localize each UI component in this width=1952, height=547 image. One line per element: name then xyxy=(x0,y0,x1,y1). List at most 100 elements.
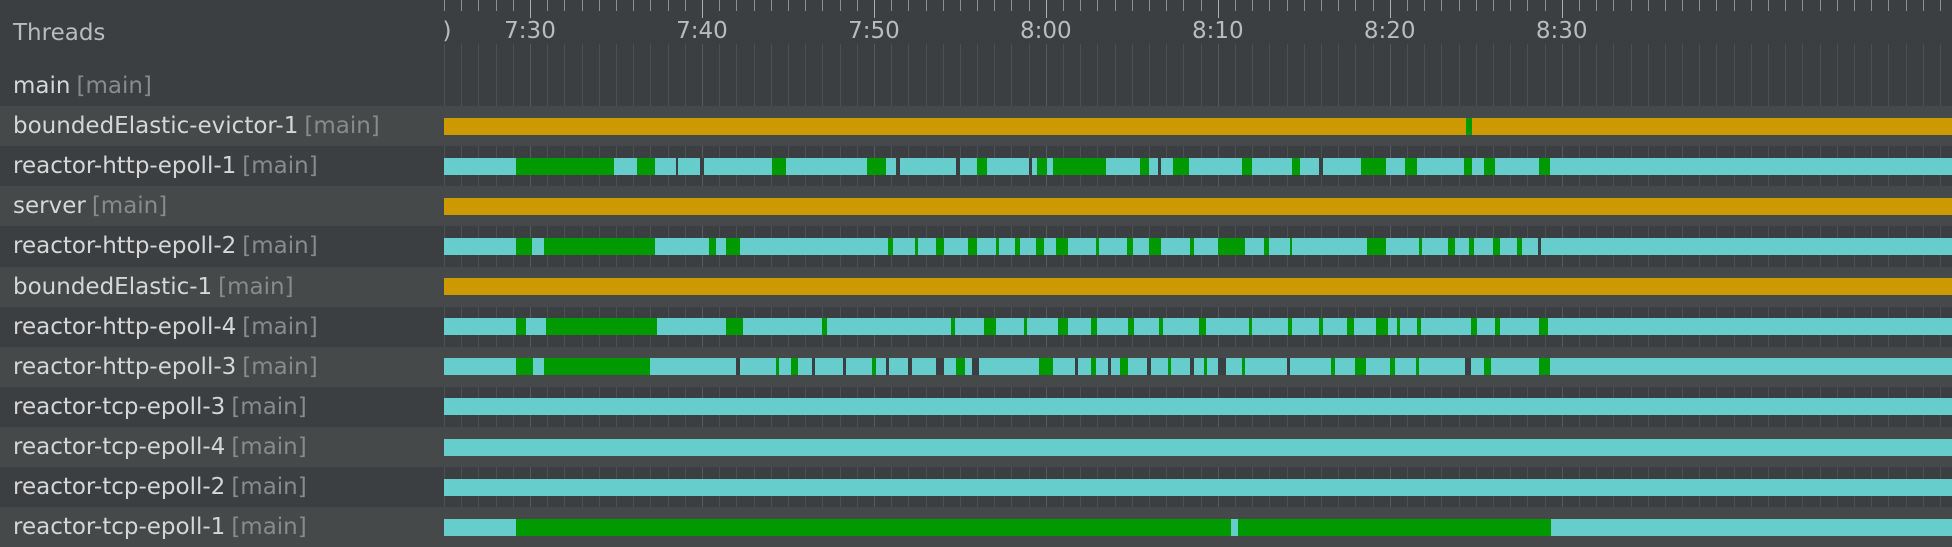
thread-row[interactable]: reactor-http-epoll-1 [main] xyxy=(0,146,1952,186)
thread-state-segment-active[interactable] xyxy=(543,358,651,376)
thread-state-segment-gap[interactable] xyxy=(1537,238,1541,255)
thread-state-segment-gap[interactable] xyxy=(1147,358,1151,376)
thread-state-segment-gap[interactable] xyxy=(842,358,847,376)
thread-state-segment-active[interactable] xyxy=(1159,318,1163,336)
thread-state-segment-active[interactable] xyxy=(1198,318,1206,336)
time-ruler[interactable]: ) 7:30 7:40 7:50 8:00 8:10 8:20 8:30 xyxy=(444,0,1952,66)
thread-state-segment-active[interactable] xyxy=(1376,318,1388,336)
thread-state-segment-gap[interactable] xyxy=(1190,358,1194,376)
thread-state-segment-active[interactable] xyxy=(1492,238,1500,255)
thread-state-segment-active[interactable] xyxy=(1291,157,1301,175)
thread-state-segment-active[interactable] xyxy=(968,238,977,255)
thread-state-segment-active[interactable] xyxy=(1095,238,1100,255)
thread-state-segment-active[interactable] xyxy=(996,238,1000,255)
thread-state-segment-active[interactable] xyxy=(887,238,893,255)
thread-state-bar[interactable] xyxy=(444,318,1952,336)
thread-state-segment-active[interactable] xyxy=(1149,238,1161,255)
thread-state-segment-active[interactable] xyxy=(1417,318,1421,336)
thread-state-segment-gap[interactable] xyxy=(736,358,740,376)
thread-state-segment-active[interactable] xyxy=(1517,238,1523,255)
thread-state-segment-active[interactable] xyxy=(822,318,828,336)
thread-state-segment-active[interactable] xyxy=(977,157,988,175)
thread-state-segment-active[interactable] xyxy=(1415,358,1419,376)
thread-state-segment-gap[interactable] xyxy=(676,157,679,175)
thread-row[interactable]: reactor-tcp-epoll-2 [main] xyxy=(0,467,1952,507)
thread-state-bar[interactable] xyxy=(444,438,1952,456)
thread-row[interactable]: reactor-tcp-epoll-3 [main] xyxy=(0,387,1952,427)
thread-state-segment-active[interactable] xyxy=(872,358,876,376)
thread-state-segment-active[interactable] xyxy=(1035,238,1045,255)
thread-state-segment-active[interactable] xyxy=(708,238,716,255)
thread-state-segment-active[interactable] xyxy=(1331,358,1335,376)
thread-state-segment-active[interactable] xyxy=(951,318,955,336)
thread-state-segment-active[interactable] xyxy=(1052,157,1106,175)
thread-state-segment-active[interactable] xyxy=(1466,117,1473,135)
thread-state-segment-active[interactable] xyxy=(1248,318,1253,336)
thread-state-segment-active[interactable] xyxy=(1360,157,1387,175)
thread-state-segment-active[interactable] xyxy=(935,238,945,255)
thread-state-segment-gap[interactable] xyxy=(1286,358,1290,376)
thread-state-bar[interactable] xyxy=(444,358,1952,376)
thread-state-segment-active[interactable] xyxy=(516,238,532,255)
thread-state-segment-active[interactable] xyxy=(1367,238,1387,255)
thread-state-bar[interactable] xyxy=(444,117,1952,135)
thread-state-segment-active[interactable] xyxy=(1140,157,1149,175)
thread-state-segment-active[interactable] xyxy=(1241,358,1246,376)
thread-state-segment-active[interactable] xyxy=(915,238,919,255)
thread-state-segment-active[interactable] xyxy=(1539,157,1550,175)
thread-state-segment-active[interactable] xyxy=(1057,318,1069,336)
thread-state-segment-active[interactable] xyxy=(791,358,799,376)
thread-state-segment-gap[interactable] xyxy=(1465,358,1471,376)
thread-row[interactable]: reactor-http-epoll-4 [main] xyxy=(0,307,1952,347)
thread-state-segment-gap[interactable] xyxy=(1217,358,1227,376)
thread-state-segment-active[interactable] xyxy=(1484,157,1495,175)
thread-state-segment-gap[interactable] xyxy=(935,358,945,376)
thread-state-segment-active[interactable] xyxy=(1056,238,1069,255)
thread-state-segment-active[interactable] xyxy=(1090,358,1096,376)
thread-state-segment-active[interactable] xyxy=(1288,318,1292,336)
thread-state-segment-active[interactable] xyxy=(1494,318,1500,336)
thread-state-segment-active[interactable] xyxy=(1190,238,1194,255)
thread-state-segment-active[interactable] xyxy=(516,358,534,376)
thread-state-segment-active[interactable] xyxy=(1319,318,1323,336)
thread-state-segment-gap[interactable] xyxy=(1157,157,1161,175)
thread-state-segment-active[interactable] xyxy=(1217,238,1246,255)
thread-state-segment-active[interactable] xyxy=(775,358,780,376)
thread-state-segment-active[interactable] xyxy=(516,518,1232,536)
thread-state-segment-active[interactable] xyxy=(1204,358,1208,376)
thread-state-segment-active[interactable] xyxy=(1173,157,1189,175)
thread-state-segment-gap[interactable] xyxy=(971,358,979,376)
thread-state-segment-active[interactable] xyxy=(726,318,744,336)
thread-state-segment-gap[interactable] xyxy=(1319,157,1323,175)
thread-state-segment-active[interactable] xyxy=(1448,238,1456,255)
thread-state-segment-active[interactable] xyxy=(1539,358,1550,376)
thread-state-segment-active[interactable] xyxy=(1355,358,1366,376)
thread-state-segment-active[interactable] xyxy=(1264,238,1270,255)
thread-state-segment-active[interactable] xyxy=(1241,157,1253,175)
thread-state-segment-gap[interactable] xyxy=(885,358,890,376)
thread-state-bar[interactable] xyxy=(444,197,1952,215)
thread-state-segment-gap[interactable] xyxy=(896,157,900,175)
thread-state-segment-active[interactable] xyxy=(1468,238,1474,255)
thread-state-bar[interactable] xyxy=(444,478,1952,496)
thread-state-segment-active[interactable] xyxy=(1396,318,1400,336)
thread-state-segment-active[interactable] xyxy=(1419,238,1423,255)
thread-state-segment-gap[interactable] xyxy=(700,157,704,175)
thread-state-segment-gap[interactable] xyxy=(812,358,816,376)
thread-state-segment-active[interactable] xyxy=(1238,518,1552,536)
thread-state-segment-active[interactable] xyxy=(1470,318,1478,336)
thread-state-segment-active[interactable] xyxy=(956,358,965,376)
thread-state-segment-active[interactable] xyxy=(1389,358,1395,376)
thread-state-segment-active[interactable] xyxy=(726,238,740,255)
thread-state-segment-gap[interactable] xyxy=(956,157,960,175)
thread-state-segment-gap[interactable] xyxy=(1028,157,1032,175)
thread-state-segment-active[interactable] xyxy=(1037,157,1048,175)
thread-state-segment-active[interactable] xyxy=(983,318,996,336)
thread-state-segment-active[interactable] xyxy=(867,157,886,175)
thread-state-segment-active[interactable] xyxy=(1038,358,1053,376)
thread-row[interactable]: main [main] xyxy=(0,66,1952,106)
thread-state-segment-gap[interactable] xyxy=(1075,358,1079,376)
thread-state-segment-active[interactable] xyxy=(1090,318,1098,336)
thread-state-segment-active[interactable] xyxy=(1405,157,1418,175)
thread-state-segment-active[interactable] xyxy=(1167,358,1172,376)
